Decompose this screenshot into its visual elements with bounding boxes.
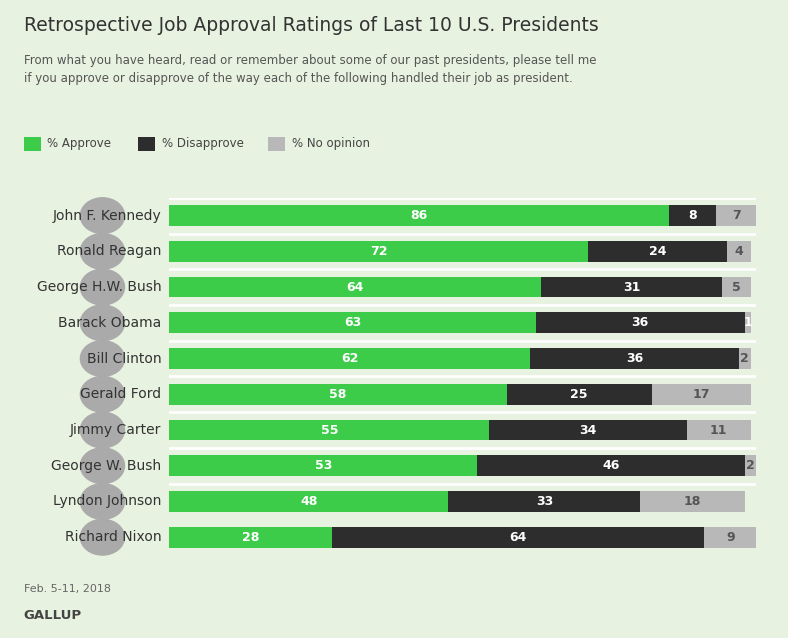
- Text: George W. Bush: George W. Bush: [51, 459, 162, 473]
- Bar: [745, 456, 756, 476]
- Bar: [652, 384, 751, 404]
- Bar: [169, 420, 489, 440]
- Text: 64: 64: [347, 281, 364, 293]
- Bar: [739, 348, 751, 369]
- Text: 17: 17: [693, 388, 710, 401]
- Bar: [536, 313, 745, 333]
- Text: 4: 4: [734, 245, 743, 258]
- Text: 36: 36: [632, 316, 649, 329]
- Text: 2: 2: [746, 459, 755, 472]
- Bar: [333, 527, 704, 547]
- Text: 36: 36: [626, 352, 643, 365]
- Bar: [716, 205, 756, 226]
- Text: Gerald Ford: Gerald Ford: [80, 387, 162, 401]
- Text: Ronald Reagan: Ronald Reagan: [58, 244, 162, 258]
- Text: 24: 24: [649, 245, 667, 258]
- Text: 72: 72: [370, 245, 388, 258]
- Text: 55: 55: [321, 424, 338, 436]
- Text: 1: 1: [743, 316, 752, 329]
- Text: 34: 34: [579, 424, 597, 436]
- Bar: [727, 241, 751, 262]
- Bar: [640, 491, 745, 512]
- Text: 48: 48: [300, 495, 318, 508]
- Text: 63: 63: [344, 316, 361, 329]
- Text: John F. Kennedy: John F. Kennedy: [53, 209, 162, 223]
- Bar: [722, 277, 751, 297]
- Bar: [530, 348, 739, 369]
- Text: 28: 28: [242, 531, 259, 544]
- Text: 62: 62: [341, 352, 359, 365]
- Bar: [169, 491, 448, 512]
- Text: Feb. 5-11, 2018: Feb. 5-11, 2018: [24, 584, 110, 594]
- Bar: [669, 205, 716, 226]
- Bar: [169, 241, 588, 262]
- Text: Richard Nixon: Richard Nixon: [65, 530, 162, 544]
- Bar: [507, 384, 652, 404]
- Bar: [169, 384, 507, 404]
- Text: 2: 2: [741, 352, 749, 365]
- Text: % Approve: % Approve: [47, 137, 111, 150]
- Text: 11: 11: [710, 424, 727, 436]
- Bar: [169, 313, 536, 333]
- Text: 86: 86: [411, 209, 428, 222]
- Bar: [448, 491, 640, 512]
- Text: From what you have heard, read or remember about some of our past presidents, pl: From what you have heard, read or rememb…: [24, 54, 597, 85]
- Text: Retrospective Job Approval Ratings of Last 10 U.S. Presidents: Retrospective Job Approval Ratings of La…: [24, 16, 598, 35]
- Text: % No opinion: % No opinion: [292, 137, 370, 150]
- Text: 8: 8: [688, 209, 697, 222]
- Text: George H.W. Bush: George H.W. Bush: [37, 280, 162, 294]
- Bar: [704, 527, 756, 547]
- Text: 31: 31: [623, 281, 640, 293]
- Text: 5: 5: [732, 281, 741, 293]
- Text: 9: 9: [726, 531, 734, 544]
- Bar: [169, 348, 530, 369]
- Text: Barack Obama: Barack Obama: [58, 316, 162, 330]
- Bar: [169, 277, 541, 297]
- Text: % Disapprove: % Disapprove: [162, 137, 243, 150]
- Bar: [169, 456, 478, 476]
- Bar: [169, 205, 669, 226]
- Text: 18: 18: [684, 495, 701, 508]
- Text: 46: 46: [603, 459, 620, 472]
- Bar: [588, 241, 727, 262]
- Text: 7: 7: [732, 209, 741, 222]
- Text: 64: 64: [510, 531, 527, 544]
- Text: Lyndon Johnson: Lyndon Johnson: [53, 494, 162, 508]
- Bar: [489, 420, 686, 440]
- Bar: [745, 313, 751, 333]
- Bar: [169, 527, 333, 547]
- Text: 53: 53: [314, 459, 332, 472]
- Text: GALLUP: GALLUP: [24, 609, 82, 622]
- Text: 25: 25: [571, 388, 588, 401]
- Bar: [686, 420, 751, 440]
- Text: 33: 33: [536, 495, 553, 508]
- Bar: [541, 277, 722, 297]
- Text: 58: 58: [329, 388, 347, 401]
- Text: Jimmy Carter: Jimmy Carter: [70, 423, 162, 437]
- Text: Bill Clinton: Bill Clinton: [87, 352, 162, 366]
- Bar: [478, 456, 745, 476]
